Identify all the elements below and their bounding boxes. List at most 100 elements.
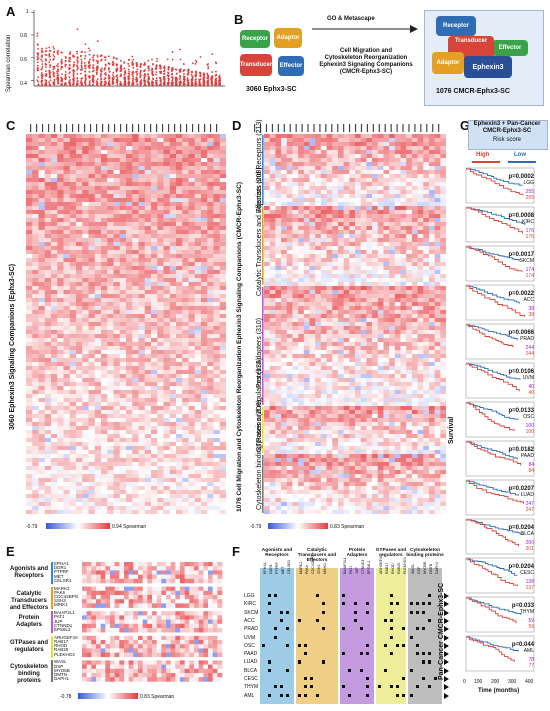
panel-a-point [64,59,67,62]
heatmap-cell [113,458,121,463]
heatmap-cell [38,390,46,395]
heatmap-cell [194,442,202,447]
heatmap-cell [26,354,33,359]
panel-a-point [167,77,170,80]
heatmap-cell [44,290,52,295]
heatmap-cell [26,182,33,187]
heatmap-cell [201,222,208,227]
heatmap-cell [151,314,158,319]
heatmap-cell [213,154,221,159]
panel-a-point [81,68,83,71]
heatmap-cell [163,298,171,303]
heatmap-cell [275,150,282,155]
heatmap-cell [101,290,108,295]
heatmap-cell [213,206,221,211]
heatmap-cell [63,298,71,303]
heatmap-cell [194,502,202,507]
heatmap-cell [51,206,58,211]
heatmap-cell [332,142,339,147]
heatmap-cell [188,502,196,507]
heatmap-cell [169,230,177,235]
heatmap-cell [88,330,96,335]
heatmap-cell [38,178,46,183]
heatmap-cell [182,342,189,347]
heatmap-cell [132,238,139,243]
panel-a-point [45,50,48,52]
heatmap-cell [157,382,164,387]
heatmap-cell [157,398,164,403]
heatmap-cell [63,322,71,327]
heatmap-cell [292,134,299,139]
heatmap-cell [182,142,189,147]
heatmap-cell [119,242,127,247]
heatmap-cell [188,254,196,259]
heatmap-cell [51,198,58,203]
heatmap-cell [132,146,139,151]
heatmap-cell [219,282,226,287]
heatmap-cell [219,302,226,307]
heatmap-cell [44,246,52,251]
heatmap-cell [82,506,89,511]
heatmap-cell [119,470,127,475]
heatmap-cell [119,306,127,311]
heatmap-cell [82,482,89,487]
heatmap-cell [377,190,384,195]
heatmap-cell [298,178,305,183]
heatmap-cell [194,378,202,383]
heatmap-cell [76,330,83,335]
heatmap-cell [163,370,171,375]
heatmap-cell [201,446,208,451]
panel-a-point [143,74,146,77]
heatmap-cell [332,150,339,155]
panel-a-point [166,58,169,61]
heatmap-cell [94,446,102,451]
heatmap-cell [32,362,39,367]
heatmap-cell [157,314,164,319]
heatmap-cell [332,134,339,139]
heatmap-cell [76,186,83,191]
heatmap-cell [400,182,407,187]
heatmap-cell [309,138,316,143]
heatmap-cell [44,442,52,447]
heatmap-cell [383,186,390,191]
heatmap-cell [138,162,146,167]
heatmap-cell [400,150,407,155]
heatmap-cell [126,498,133,503]
heatmap-cell [57,282,64,287]
heatmap-cell [144,302,152,307]
heatmap-cell [94,206,102,211]
heatmap-cell [213,494,221,499]
heatmap-cell [126,414,133,419]
heatmap-cell [349,170,356,175]
heatmap-cell [176,438,183,443]
heatmap-cell [88,386,96,391]
heatmap-cell [101,334,108,339]
heatmap-cell [69,438,77,443]
heatmap-cell [138,258,146,263]
heatmap-cell [101,430,108,435]
heatmap-cell [63,342,71,347]
heatmap-cell [132,286,139,291]
heatmap-cell [119,234,127,239]
heatmap-cell [32,450,39,455]
heatmap-cell [51,306,58,311]
heatmap-cell [138,158,146,163]
heatmap-cell [213,222,221,227]
column-label-mark [66,124,68,132]
heatmap-cell [101,154,108,159]
panel-a-point [45,70,47,73]
panel-a-point [41,60,44,63]
panel-b-title: Cell Migration and Cytoskeleton Reorgani… [316,48,416,76]
heatmap-cell [132,270,139,275]
heatmap-cell [57,434,64,439]
heatmap-cell [63,314,71,319]
heatmap-cell [88,466,96,471]
heatmap-cell [219,150,226,155]
heatmap-cell [57,454,64,459]
heatmap-cell [113,502,121,507]
heatmap-cell [151,422,158,427]
heatmap-cell [63,506,71,511]
heatmap-cell [69,482,77,487]
heatmap-cell [144,258,152,263]
heatmap-cell [434,170,441,175]
